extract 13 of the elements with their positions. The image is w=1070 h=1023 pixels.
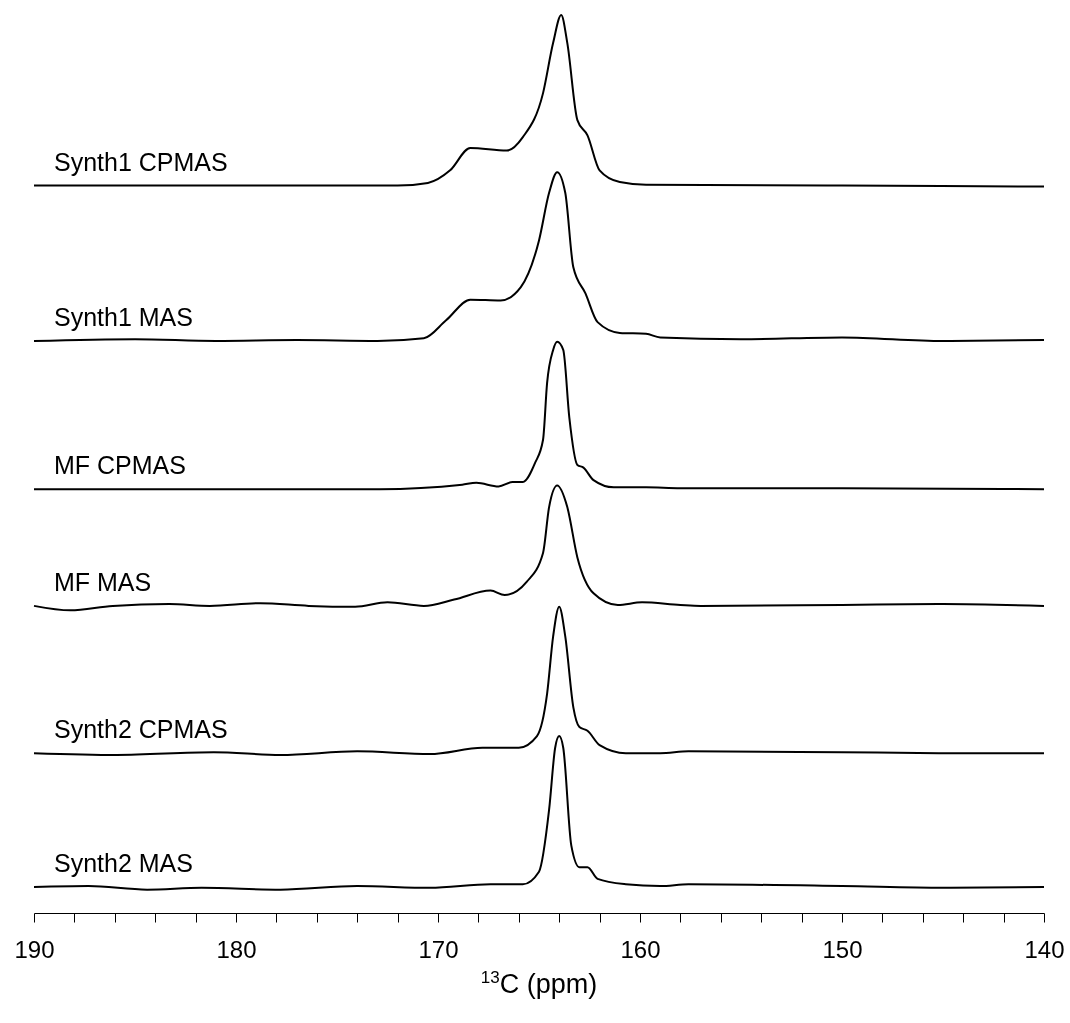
series-label: Synth1 MAS [54, 302, 193, 331]
x-tick-label: 140 [1024, 935, 1065, 963]
x-tick-label: 150 [822, 935, 863, 963]
x-tick-label: 170 [418, 935, 459, 963]
x-axis-title: $^{13}$C (ppm) [479, 968, 599, 1000]
series-label: MF CPMAS [54, 451, 186, 480]
series-label: Synth1 CPMAS [54, 147, 228, 176]
x-tick-label: 180 [216, 935, 257, 963]
series-label: Synth2 CPMAS [54, 715, 228, 744]
series-label: MF MAS [54, 567, 152, 596]
x-tick-label: 190 [14, 935, 55, 963]
series-label: Synth2 MAS [54, 848, 193, 877]
x-tick-label: 160 [620, 935, 661, 963]
